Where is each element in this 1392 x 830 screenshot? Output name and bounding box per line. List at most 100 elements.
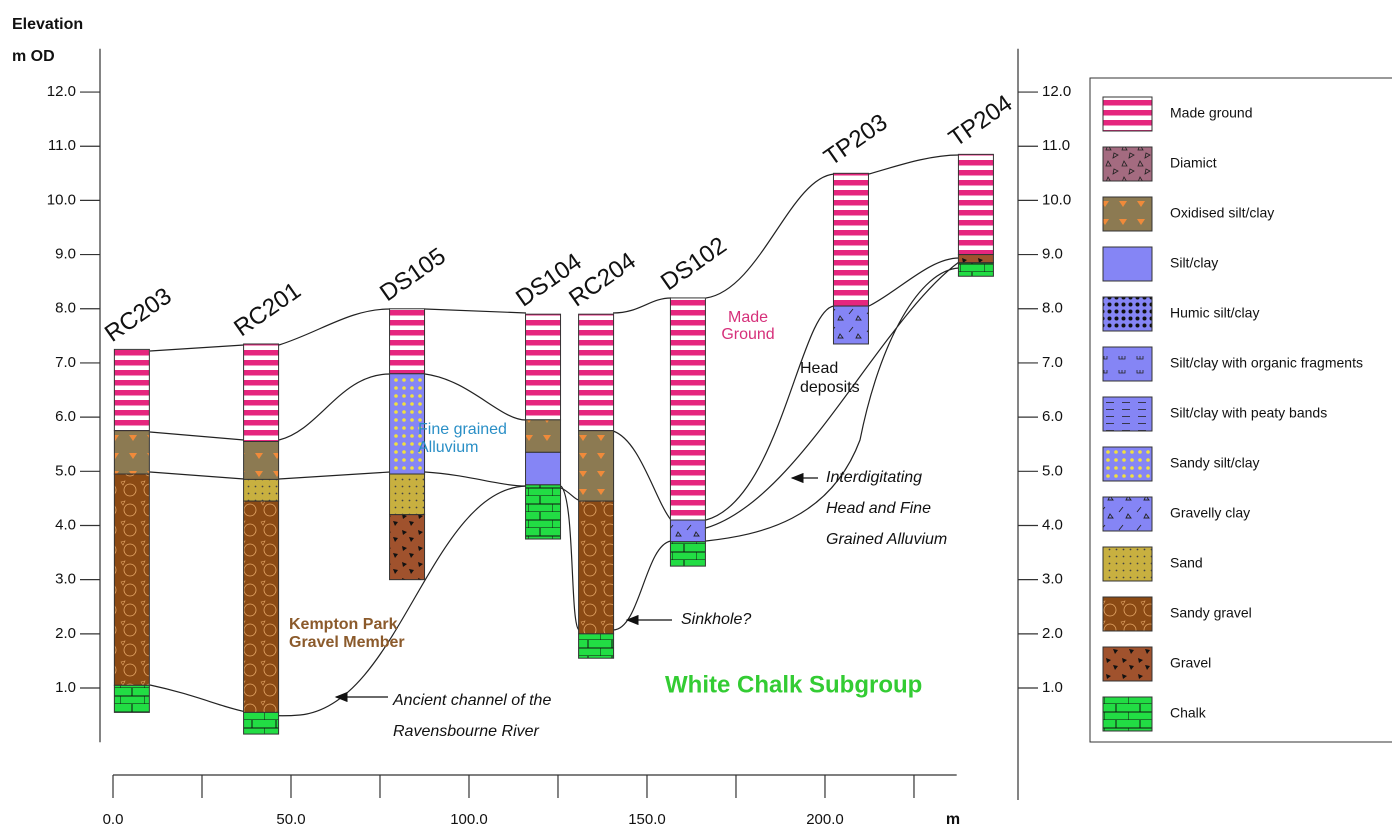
strata-layer — [670, 520, 705, 542]
annotation: Fine grained — [418, 421, 507, 438]
legend-label: Made ground — [1170, 105, 1253, 121]
borehole-label: DS105 — [375, 243, 451, 307]
y-tick-label: 1.0 — [55, 679, 76, 696]
y-tick-label: 11.0 — [48, 137, 76, 154]
legend-swatch — [1103, 497, 1152, 531]
y-tick-label: 5.0 — [55, 462, 76, 479]
correlation-line — [150, 472, 579, 500]
legend-swatch — [1103, 197, 1152, 231]
strata-layer — [526, 452, 561, 485]
cross-section: Elevation m OD m RC203RC201DS105DS104RC2… — [0, 0, 1392, 830]
annotation: Head — [800, 360, 838, 377]
annotation: Kempton Park — [289, 616, 398, 633]
legend-label: Diamict — [1170, 155, 1217, 171]
legend-label: Sand — [1170, 555, 1203, 571]
y-tick-label: 11.0 — [1042, 137, 1070, 154]
y-tick-label: 10.0 — [47, 191, 76, 208]
annotation: Ancient channel of the — [392, 692, 551, 709]
legend-label: Gravelly clay — [1170, 505, 1250, 521]
y-tick-label: 3.0 — [55, 571, 76, 588]
y-tick-label: 8.0 — [55, 300, 76, 317]
legend-swatch — [1103, 547, 1152, 581]
strata-layer — [114, 349, 149, 430]
y-tick-label: 7.0 — [55, 354, 76, 371]
annotation: Gravel Member — [289, 634, 405, 651]
strata-layer — [958, 154, 993, 254]
legend-swatch — [1103, 247, 1152, 281]
legend-swatch — [1103, 397, 1152, 431]
strata-layer — [244, 442, 279, 480]
y-tick-label: 5.0 — [1042, 462, 1063, 479]
annotation: Made — [728, 309, 768, 326]
strata-layer — [670, 542, 705, 566]
y-tick-label: 8.0 — [1042, 300, 1063, 317]
strata-layer — [670, 298, 705, 520]
legend-label: Sandy silt/clay — [1170, 455, 1259, 471]
strata-layer — [579, 634, 614, 658]
legend-label: Oxidised silt/clay — [1170, 205, 1274, 221]
strata-layer — [579, 314, 614, 430]
legend-swatch — [1103, 447, 1152, 481]
strata-layer — [114, 685, 149, 712]
strata-layer — [526, 485, 561, 539]
borehole-label: TP203 — [819, 109, 892, 172]
strata-layer — [244, 479, 279, 501]
strata-layer — [526, 420, 561, 453]
x-tick-label: 150.0 — [628, 811, 666, 828]
legend-swatch — [1103, 697, 1152, 731]
annotation: White Chalk Subgroup — [665, 671, 922, 698]
annotation: Grained Alluvium — [826, 531, 947, 548]
legend-label: Gravel — [1170, 655, 1211, 671]
y-tick-label: 3.0 — [1042, 571, 1063, 588]
strata-layer — [833, 306, 868, 344]
y-tick-label: 6.0 — [1042, 408, 1063, 425]
legend-swatch — [1103, 647, 1152, 681]
strata-layer — [579, 501, 614, 634]
y-tick-label: 4.0 — [1042, 516, 1063, 533]
y-tick-label: 6.0 — [55, 408, 76, 425]
strata-layer — [390, 515, 425, 580]
borehole-label: TP204 — [944, 90, 1017, 153]
strata-layer — [958, 255, 993, 263]
legend-label: Silt/clay — [1170, 255, 1218, 271]
annotation: Interdigitating — [826, 469, 922, 486]
x-tick-label: 0.0 — [103, 811, 124, 828]
legend-swatch — [1103, 347, 1152, 381]
x-tick-label: 100.0 — [450, 811, 488, 828]
annotation: Head and Fine — [826, 500, 931, 517]
strata-layer — [390, 309, 425, 374]
borehole-label: RC203 — [100, 283, 177, 348]
strata-layer — [526, 314, 561, 420]
x-tick-label: 200.0 — [806, 811, 844, 828]
strata-layer — [114, 474, 149, 685]
strata-layer — [958, 263, 993, 277]
y-tick-label: 7.0 — [1042, 354, 1063, 371]
y-unit: m OD — [12, 48, 55, 65]
legend-label: Humic silt/clay — [1170, 305, 1259, 321]
strata-layer — [579, 431, 614, 501]
annotation: Alluvium — [418, 439, 478, 456]
strata-layer — [244, 712, 279, 734]
strata-layer — [244, 501, 279, 712]
legend-swatch — [1103, 297, 1152, 331]
y-tick-label: 2.0 — [55, 625, 76, 642]
borehole-label: RC201 — [229, 277, 306, 342]
strata-layer — [390, 474, 425, 515]
y-tick-label: 12.0 — [1042, 83, 1071, 100]
annotation: Sinkhole? — [681, 611, 751, 628]
strata-layer — [833, 173, 868, 306]
strata-layer — [114, 431, 149, 474]
legend-swatch — [1103, 97, 1152, 131]
annotation: deposits — [800, 379, 860, 396]
legend-label: Sandy gravel — [1170, 605, 1252, 621]
y-title: Elevation — [12, 16, 83, 33]
y-tick-label: 10.0 — [1042, 191, 1071, 208]
y-tick-label: 4.0 — [55, 516, 76, 533]
y-tick-label: 9.0 — [1042, 246, 1063, 263]
legend-swatch — [1103, 597, 1152, 631]
annotation: Ground — [721, 326, 774, 343]
y-tick-label: 9.0 — [55, 246, 76, 263]
y-tick-label: 2.0 — [1042, 625, 1063, 642]
annotation: Ravensbourne River — [393, 723, 540, 740]
